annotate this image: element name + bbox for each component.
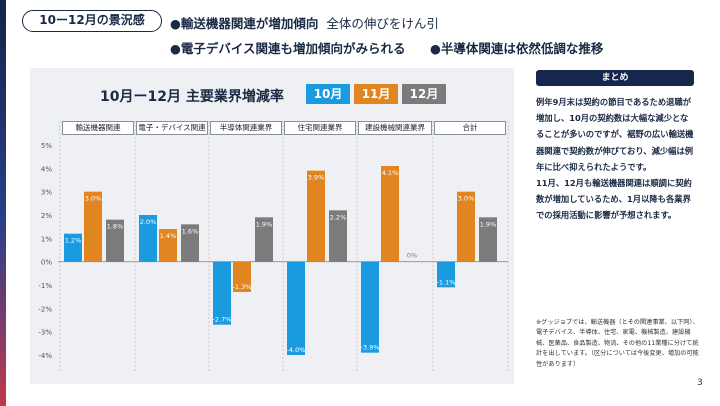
y-tick-label: 0% (41, 259, 52, 267)
category-label: 輸送機器関連 (62, 121, 134, 135)
bar (457, 191, 475, 262)
headline-3: ●半導体関連は依然低調な推移 (430, 41, 604, 56)
headline-2: ●電子デバイス関連も増加傾向がみられる (170, 41, 406, 56)
footnote: ※グッジョブでは、輸送機器（とその関連事業、以下同）、電子デバイス、半導体、住宅… (536, 319, 699, 368)
data-label: 2.2% (330, 213, 347, 221)
bar (159, 229, 177, 262)
bar (307, 170, 325, 262)
y-tick-label: 3% (41, 189, 52, 197)
accent-bar (0, 0, 6, 406)
bar (329, 210, 347, 262)
data-label: 3.0% (85, 195, 102, 203)
headline-1: ●輸送機器関連が増加傾向 全体の伸びをけん引 (170, 13, 439, 32)
legend-oct: 10月 (306, 84, 350, 104)
data-label: -1.1% (437, 278, 456, 286)
data-label: 1.6% (182, 227, 199, 235)
chart-title: 10月ー12月 主要業界増減率 (100, 89, 284, 105)
data-label: 1.9% (256, 220, 273, 228)
y-tick-label: 2% (41, 212, 52, 220)
y-tick-label: 5% (41, 142, 52, 150)
category-label: 建設機械関連業界 (358, 121, 432, 135)
bar (181, 224, 199, 262)
bar (361, 261, 379, 353)
bar (479, 217, 497, 262)
y-tick-label: 4% (41, 165, 52, 173)
headline-1-rest: 全体の伸びをけん引 (326, 16, 439, 31)
category-label: 半導体関連業界 (210, 121, 282, 135)
data-label: -3.9% (361, 344, 380, 352)
bar (106, 219, 124, 262)
data-label: -4.0% (287, 346, 306, 354)
data-label: 4.1% (382, 169, 399, 177)
data-label: 2.0% (140, 218, 157, 226)
y-tick-label: -2% (38, 305, 52, 313)
y-tick-label: -1% (38, 282, 52, 290)
data-label: 3.9% (308, 174, 325, 182)
data-label: -1.3% (233, 283, 252, 291)
y-tick-label: 1% (41, 235, 52, 243)
bar (84, 191, 102, 262)
data-label: 0% (407, 252, 417, 260)
data-label: 1.2% (65, 237, 82, 245)
bar (233, 261, 251, 292)
headline-1-strong: ●輸送機器関連が増加傾向 (170, 16, 319, 31)
period-pill: 10ー12月の景況感 (22, 10, 162, 32)
category-label: 住宅関連業界 (284, 121, 356, 135)
bar (381, 166, 399, 262)
legend-dec: 12月 (402, 84, 446, 104)
bar (139, 215, 157, 262)
data-label: -2.7% (213, 316, 232, 324)
data-label: 1.4% (160, 232, 177, 240)
summary-heading: まとめ (536, 70, 694, 86)
summary-paragraph-2: 11月、12月も輸送機器関連は順調に契約数が増加しているため、1月以降も各業界で… (536, 178, 692, 221)
category-label: 電子・デバイス関連 (136, 121, 208, 135)
summary-body: 例年9月末は契約の節目であるため退職が増加し、10月の契約数は大幅な減少となるこ… (536, 94, 696, 224)
bar (287, 261, 305, 355)
bar (213, 261, 231, 325)
data-label: 3.0% (458, 195, 475, 203)
bar (255, 217, 273, 262)
data-label: 1.8% (107, 223, 124, 231)
bar (64, 233, 82, 262)
legend-nov: 11月 (354, 84, 398, 104)
data-label: 1.9% (480, 220, 497, 228)
summary-paragraph-1: 例年9月末は契約の節目であるため退職が増加し、10月の契約数は大幅な減少となるこ… (536, 97, 694, 172)
y-tick-label: -3% (38, 329, 52, 337)
y-tick-label: -4% (38, 352, 52, 360)
bar (437, 261, 455, 288)
category-label: 合計 (434, 121, 506, 135)
page-number: 3 (697, 378, 703, 388)
